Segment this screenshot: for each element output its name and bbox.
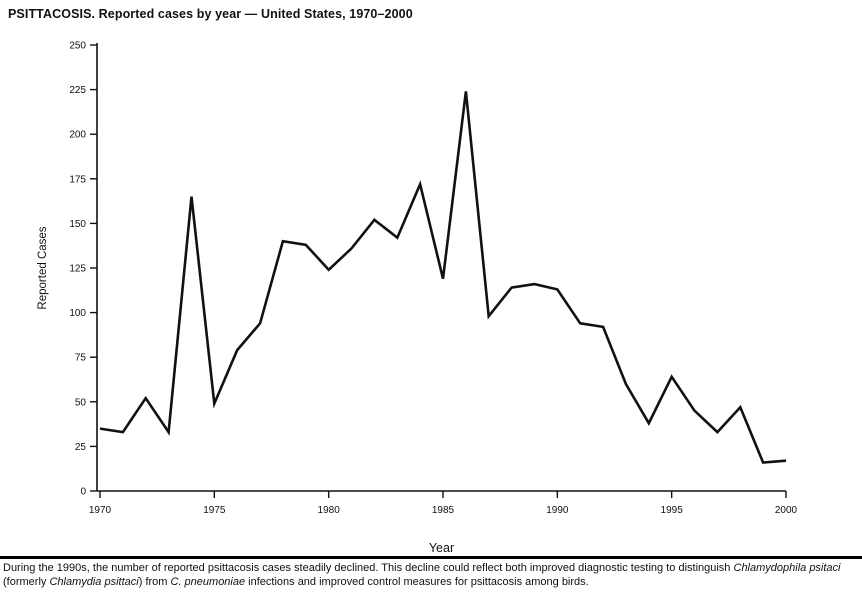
caption-text: During the 1990s, the number of reported… xyxy=(0,562,862,590)
x-axis-title: Year xyxy=(429,541,454,555)
x-tick-label: 1970 xyxy=(89,505,112,516)
y-tick-label: 150 xyxy=(69,219,86,230)
caption-segment: ) from xyxy=(138,575,171,588)
y-tick-label: 75 xyxy=(75,353,87,364)
y-tick-label: 25 xyxy=(75,442,87,453)
y-tick-label: 200 xyxy=(69,130,86,141)
caption-segment: (formerly xyxy=(3,575,50,588)
y-tick-label: 225 xyxy=(69,85,86,96)
y-tick-label: 0 xyxy=(80,487,86,498)
y-tick-label: 50 xyxy=(75,397,87,408)
x-tick-label: 1985 xyxy=(432,505,455,516)
y-tick-label: 250 xyxy=(69,41,86,52)
caption-segment: During the 1990s, the number of reported… xyxy=(3,562,734,574)
x-tick-label: 1990 xyxy=(546,505,569,516)
y-tick-label: 125 xyxy=(69,264,86,275)
y-axis-title: Reported Cases xyxy=(37,226,49,309)
caption-segment: Chlamydia psittaci xyxy=(49,575,139,588)
caption-segment: infections and improved control measures… xyxy=(245,575,589,588)
x-tick-label: 1980 xyxy=(318,505,341,516)
caption: During the 1990s, the number of reported… xyxy=(0,556,862,590)
caption-segment: Chlamydophila psitaci xyxy=(733,562,841,574)
x-tick-label: 1995 xyxy=(661,505,684,516)
caption-segment: C. pneumoniae xyxy=(170,575,246,588)
y-tick-label: 100 xyxy=(69,308,86,319)
chart-title: PSITTACOSIS. Reported cases by year — Un… xyxy=(8,7,413,21)
x-tick-label: 2000 xyxy=(775,505,798,516)
data-line xyxy=(99,91,787,464)
x-tick-label: 1975 xyxy=(203,505,226,516)
y-tick-label: 175 xyxy=(69,174,86,185)
